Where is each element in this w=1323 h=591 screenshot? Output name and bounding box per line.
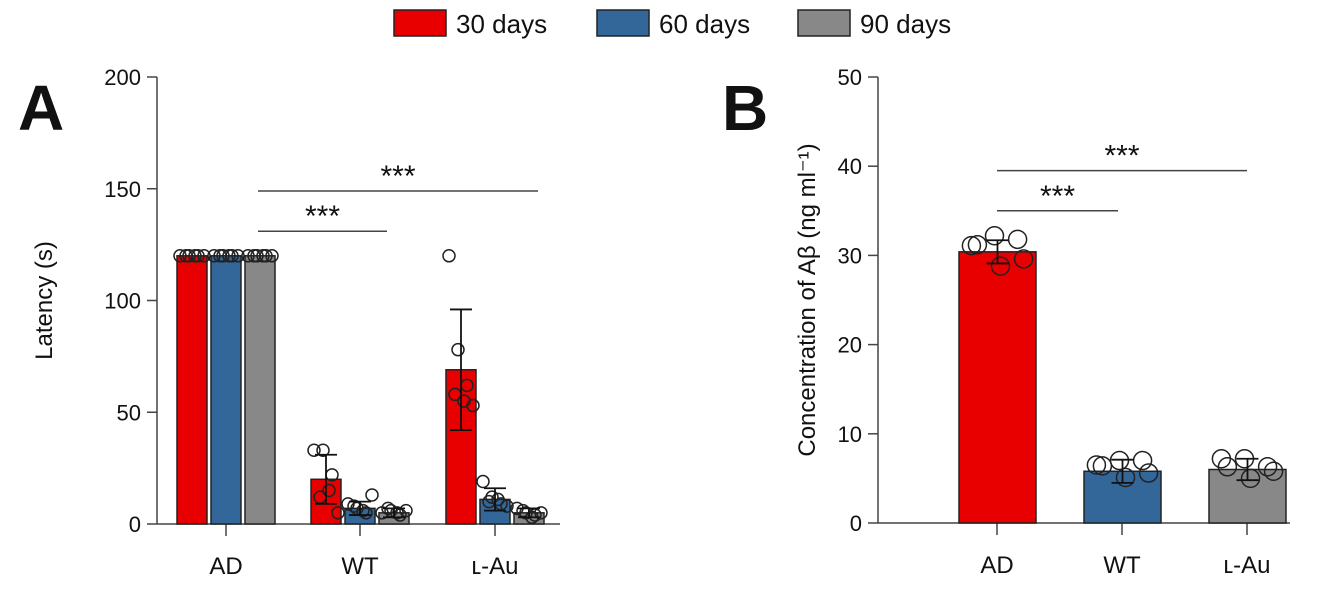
data-point [188,249,202,263]
significance-label: *** [1104,140,1139,173]
data-point [967,234,988,255]
legend-swatch [797,9,851,37]
data-point [1211,449,1232,469]
y-tick-label: 0 [850,511,862,536]
data-point [247,249,261,263]
x-tick-label: AD [980,552,1013,579]
legend-swatch [596,9,650,37]
data-point [466,398,480,413]
data-point [1013,249,1034,269]
y-tick-label: 50 [117,400,141,425]
data-point [399,503,413,518]
data-point [331,506,345,520]
bar [958,251,1037,524]
data-point [265,249,279,263]
bar [244,255,276,525]
data-point [179,249,193,263]
data-point [1138,463,1159,483]
data-point [1263,461,1284,482]
bar [176,255,208,525]
y-tick-label: 100 [104,289,141,314]
significance-label: *** [380,160,415,193]
y-axis-label: Concentration of Aβ (ng ml⁻¹) [794,143,821,456]
data-point [207,249,221,263]
data-point [322,483,336,498]
y-tick-label: 0 [129,512,141,537]
y-tick-label: 200 [104,65,141,90]
data-point [500,499,514,513]
data-point [1092,456,1113,476]
data-point [356,503,370,518]
data-point [307,443,321,457]
significance-label: *** [305,200,340,233]
data-point [984,226,1005,246]
data-point [231,249,245,263]
data-point [1115,467,1136,488]
y-tick-label: 30 [838,243,862,268]
data-point [990,256,1011,276]
data-point [1257,457,1278,477]
x-tick-label: ʟ-Au [471,553,518,580]
y-tick-label: 20 [838,333,862,358]
y-tick-label: 10 [838,422,862,447]
y-tick-label: 40 [838,154,862,179]
data-point [241,249,255,263]
data-point [534,506,548,520]
data-point [476,474,490,489]
data-point [213,249,227,263]
legend-label: 30 days [456,9,547,39]
significance-label: *** [1040,180,1075,213]
data-point [451,342,465,357]
bar [210,255,242,525]
data-point [197,249,211,263]
data-point [365,488,379,502]
legend-label: 60 days [659,9,750,39]
x-tick-label: WT [1103,552,1141,579]
x-tick-label: WT [341,553,379,580]
y-axis-label: Latency (s) [31,241,58,360]
data-point [316,443,330,457]
data-point [173,249,187,263]
data-point [222,249,236,263]
data-point [1086,455,1107,475]
x-tick-label: ʟ-Au [1223,552,1270,579]
y-tick-label: 150 [104,177,141,202]
data-point [256,249,270,263]
panel-label: B [722,72,768,144]
data-point [1240,468,1261,489]
data-point [442,249,456,263]
data-point [491,492,505,507]
x-tick-label: AD [209,553,242,580]
data-point [961,235,982,256]
data-point [1217,457,1238,477]
data-point [1007,229,1028,250]
legend-label: 90 days [860,9,951,39]
panel-label: A [18,72,64,144]
y-tick-label: 50 [838,65,862,90]
legend-swatch [393,9,447,37]
data-point [1132,450,1153,471]
data-point [390,506,404,520]
